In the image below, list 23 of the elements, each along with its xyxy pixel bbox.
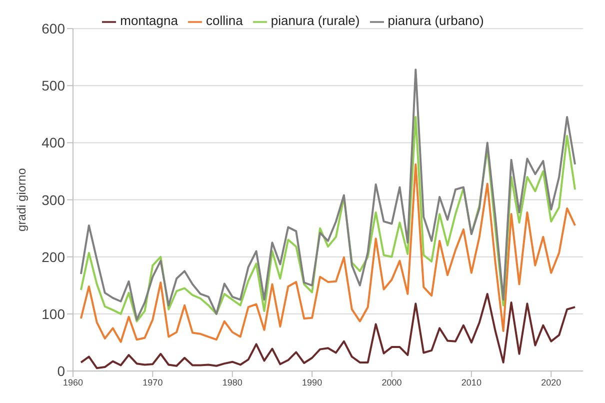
legend-label: pianura (rurale) <box>270 13 360 28</box>
x-tick-label: 1960 <box>62 377 84 388</box>
x-tick-label: 1980 <box>222 377 242 388</box>
x-tick-label: 1990 <box>302 377 322 388</box>
legend-label: montagna <box>120 13 178 28</box>
y-tick-label: 400 <box>42 134 66 151</box>
line-series <box>80 163 576 343</box>
y-tick-label: 200 <box>42 248 66 265</box>
y-tick-label: 500 <box>42 78 66 94</box>
x-tick-label: 1970 <box>142 377 163 388</box>
x-tick-label: 2020 <box>541 377 562 388</box>
line-series <box>80 116 576 322</box>
y-tick-label: 0 <box>57 362 66 379</box>
y-axis-title: gradi giorno <box>14 168 28 232</box>
line-series <box>80 68 576 321</box>
y-tick-label: 600 <box>42 20 66 37</box>
y-tick-label: 300 <box>42 192 66 208</box>
line-series <box>80 292 576 370</box>
x-tick-label: 2000 <box>382 377 402 388</box>
legend-label: collina <box>206 13 243 28</box>
y-tick-label: 100 <box>42 306 66 322</box>
legend-label: pianura (urbano) <box>388 13 484 28</box>
x-tick-label: 2010 <box>461 377 482 388</box>
